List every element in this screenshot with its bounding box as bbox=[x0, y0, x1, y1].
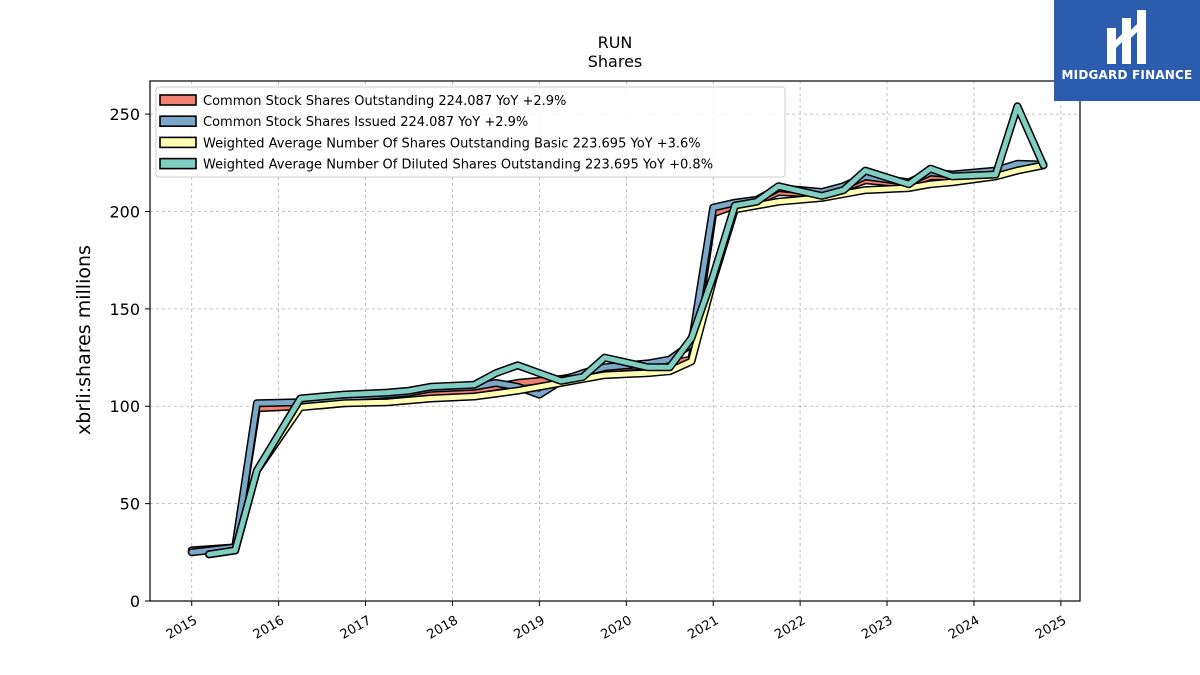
series-3-line bbox=[206, 162, 1046, 557]
legend-swatch bbox=[159, 115, 197, 127]
x-tick-label: 2015 bbox=[164, 613, 200, 643]
plot-frame bbox=[149, 80, 1081, 602]
x-tick-label: 2019 bbox=[512, 613, 548, 643]
brand-name: MIDGARD FINANCE bbox=[1061, 68, 1193, 82]
legend-label: Weighted Average Number Of Shares Outsta… bbox=[203, 136, 701, 151]
x-tick-label: 2018 bbox=[425, 613, 461, 643]
x-tick-label: 2022 bbox=[772, 613, 808, 643]
y-tick-label: 200 bbox=[109, 202, 140, 221]
legend-label: Common Stock Shares Issued 224.087 YoY +… bbox=[203, 115, 528, 130]
chart-title: RUN bbox=[598, 33, 633, 52]
x-tick-label: 2021 bbox=[685, 613, 721, 643]
y-tick-label: 250 bbox=[109, 105, 140, 124]
brand-logo-icon bbox=[1107, 10, 1146, 64]
legend-box bbox=[155, 86, 786, 178]
legend-swatch bbox=[159, 94, 197, 106]
y-axis-label: xbrli:shares millions bbox=[73, 245, 95, 435]
series-4-line bbox=[206, 103, 1046, 557]
x-tick-label: 2024 bbox=[946, 613, 982, 643]
y-tick-label: 50 bbox=[120, 495, 140, 514]
legend: Common Stock Shares Outstanding 224.087 … bbox=[155, 86, 786, 178]
y-tick-label: 0 bbox=[130, 592, 140, 611]
legend-label: Weighted Average Number Of Diluted Share… bbox=[203, 158, 713, 173]
legend-swatch bbox=[159, 157, 197, 170]
x-tick-label: 2016 bbox=[251, 613, 287, 643]
x-tick-label: 2023 bbox=[859, 613, 895, 643]
y-tick-label: 150 bbox=[109, 300, 140, 319]
x-tick-label: 2020 bbox=[598, 613, 634, 643]
y-tick-label: 100 bbox=[109, 397, 140, 416]
chart-subtitle: Shares bbox=[588, 52, 643, 71]
x-tick-label: 2025 bbox=[1033, 613, 1069, 643]
series-group bbox=[187, 102, 1048, 559]
brand-logo: MIDGARD FINANCE bbox=[1054, 0, 1200, 101]
legend-label: Common Stock Shares Outstanding 224.087 … bbox=[203, 94, 566, 109]
legend-swatch bbox=[159, 136, 197, 149]
x-axis: 2015 2016 2017 2018 2019 2020 2021 2022 2023 2024… bbox=[164, 601, 1069, 643]
x-tick-label: 2017 bbox=[338, 613, 374, 643]
y-axis: 0 50 100 150 200 250 bbox=[109, 105, 150, 611]
